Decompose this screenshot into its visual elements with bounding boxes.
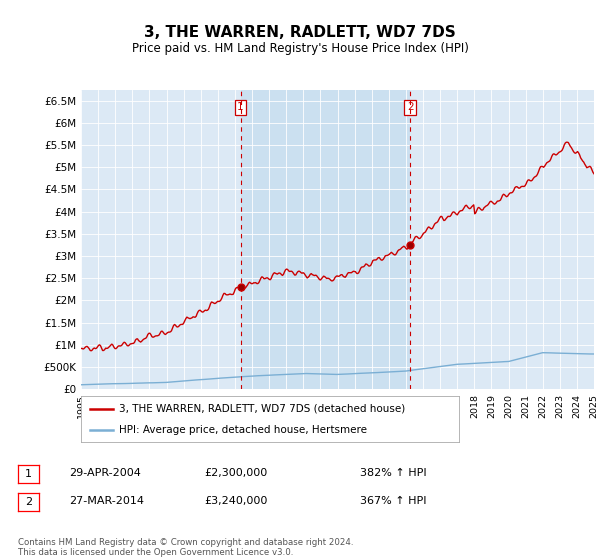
Text: 382% ↑ HPI: 382% ↑ HPI [360, 468, 427, 478]
Text: 3, THE WARREN, RADLETT, WD7 7DS (detached house): 3, THE WARREN, RADLETT, WD7 7DS (detache… [119, 404, 405, 414]
Text: £2,300,000: £2,300,000 [204, 468, 267, 478]
Text: 2: 2 [25, 497, 32, 507]
Text: 3, THE WARREN, RADLETT, WD7 7DS: 3, THE WARREN, RADLETT, WD7 7DS [144, 25, 456, 40]
Text: 2: 2 [407, 102, 413, 113]
Text: 27-MAR-2014: 27-MAR-2014 [69, 496, 144, 506]
Bar [241, 90, 410, 389]
Text: £3,240,000: £3,240,000 [204, 496, 268, 506]
Text: HPI: Average price, detached house, Hertsmere: HPI: Average price, detached house, Hert… [119, 425, 367, 435]
Text: 1: 1 [237, 102, 244, 113]
Text: 367% ↑ HPI: 367% ↑ HPI [360, 496, 427, 506]
Text: Price paid vs. HM Land Registry's House Price Index (HPI): Price paid vs. HM Land Registry's House … [131, 42, 469, 55]
Text: Contains HM Land Registry data © Crown copyright and database right 2024.
This d: Contains HM Land Registry data © Crown c… [18, 538, 353, 557]
Text: 29-APR-2004: 29-APR-2004 [69, 468, 141, 478]
Text: 1: 1 [25, 469, 32, 479]
